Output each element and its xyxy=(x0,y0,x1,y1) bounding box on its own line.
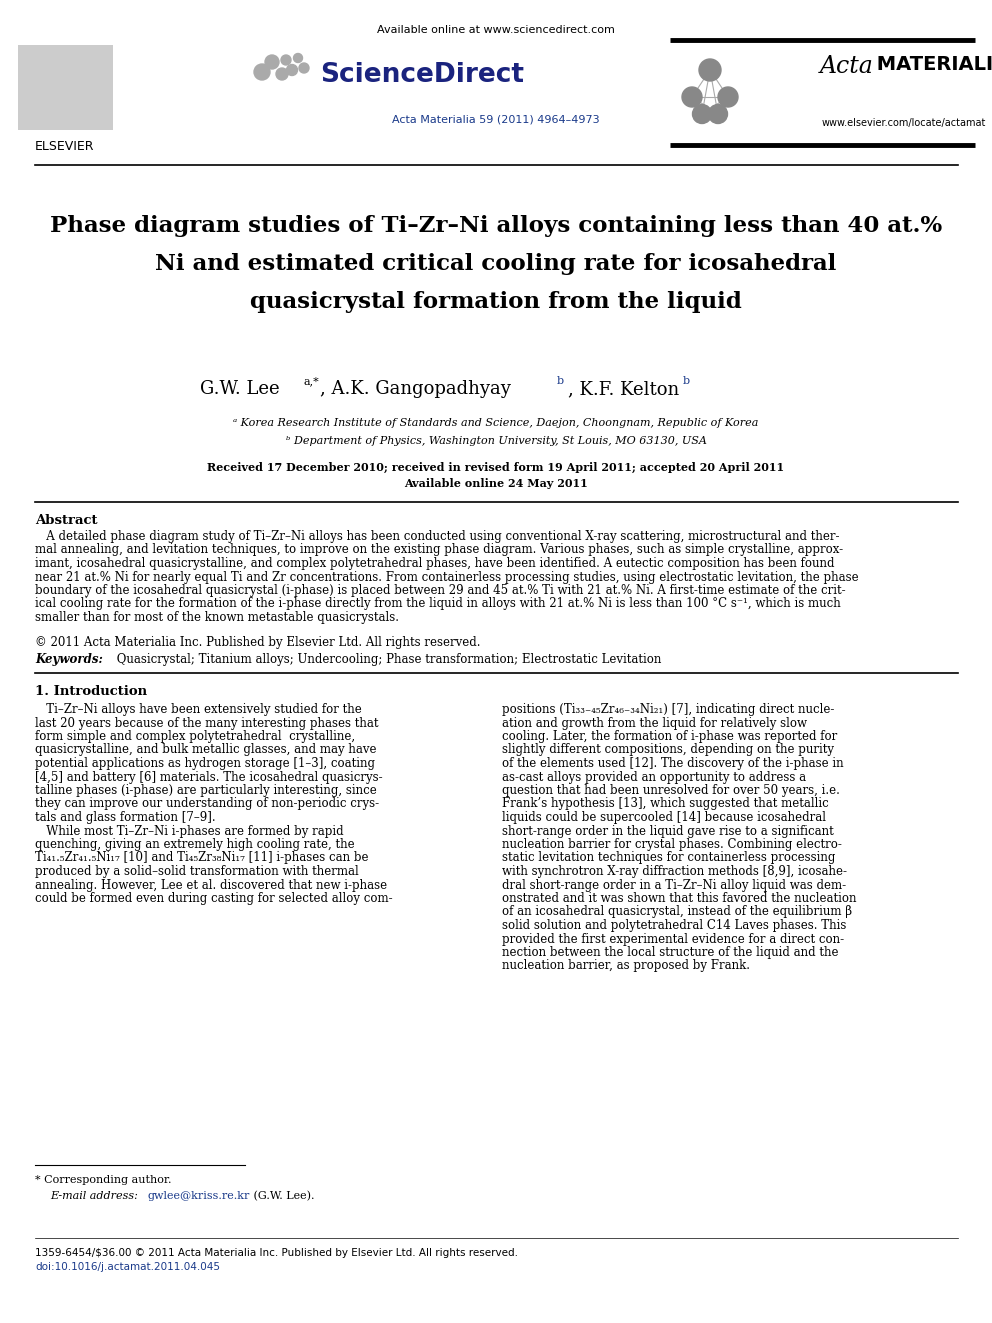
Text: a,*: a,* xyxy=(303,376,318,386)
Text: annealing. However, Lee et al. discovered that new i-phase: annealing. However, Lee et al. discovere… xyxy=(35,878,387,892)
Text: Ni and estimated critical cooling rate for icosahedral: Ni and estimated critical cooling rate f… xyxy=(156,253,836,275)
Text: static levitation techniques for containerless processing: static levitation techniques for contain… xyxy=(502,852,835,864)
Text: of an icosahedral quasicrystal, instead of the equilibrium β: of an icosahedral quasicrystal, instead … xyxy=(502,905,852,918)
Text: nucleation barrier for crystal phases. Combining electro-: nucleation barrier for crystal phases. C… xyxy=(502,837,842,851)
Text: ELSEVIER: ELSEVIER xyxy=(36,140,95,153)
Text: gwlee@kriss.re.kr: gwlee@kriss.re.kr xyxy=(148,1191,250,1201)
Text: near 21 at.% Ni for nearly equal Ti and Zr concentrations. From containerless pr: near 21 at.% Ni for nearly equal Ti and … xyxy=(35,570,859,583)
Text: , K.F. Kelton: , K.F. Kelton xyxy=(568,380,680,398)
Text: liquids could be supercooled [14] because icosahedral: liquids could be supercooled [14] becaus… xyxy=(502,811,826,824)
Text: nucleation barrier, as proposed by Frank.: nucleation barrier, as proposed by Frank… xyxy=(502,959,750,972)
Text: b: b xyxy=(683,376,690,386)
Text: tals and glass formation [7–9].: tals and glass formation [7–9]. xyxy=(35,811,215,824)
Text: last 20 years because of the many interesting phases that: last 20 years because of the many intere… xyxy=(35,717,379,729)
Text: positions (Ti₃₃₋₄₅Zr₄₆₋₃₄Ni₂₁) [7], indicating direct nucle-: positions (Ti₃₃₋₄₅Zr₄₆₋₃₄Ni₂₁) [7], indi… xyxy=(502,703,834,716)
Circle shape xyxy=(708,105,727,123)
Text: 1359-6454/$36.00 © 2011 Acta Materialia Inc. Published by Elsevier Ltd. All righ: 1359-6454/$36.00 © 2011 Acta Materialia … xyxy=(35,1248,518,1258)
Circle shape xyxy=(254,64,270,79)
Circle shape xyxy=(682,87,702,107)
Text: Acta Materialia 59 (2011) 4964–4973: Acta Materialia 59 (2011) 4964–4973 xyxy=(392,115,600,124)
Text: mal annealing, and levitation techniques, to improve on the existing phase diagr: mal annealing, and levitation techniques… xyxy=(35,544,843,557)
Text: cooling. Later, the formation of i-phase was reported for: cooling. Later, the formation of i-phase… xyxy=(502,730,837,744)
Text: doi:10.1016/j.actamat.2011.04.045: doi:10.1016/j.actamat.2011.04.045 xyxy=(35,1262,220,1271)
Text: Acta: Acta xyxy=(820,56,874,78)
Text: Ti₄₁.₅Zr₄₁.₅Ni₁₇ [10] and Ti₄₅Zr₃₈Ni₁₇ [11] i-phases can be: Ti₄₁.₅Zr₄₁.₅Ni₁₇ [10] and Ti₄₅Zr₃₈Ni₁₇ [… xyxy=(35,852,368,864)
Text: talline phases (i-phase) are particularly interesting, since: talline phases (i-phase) are particularl… xyxy=(35,785,377,796)
Text: Available online at www.sciencedirect.com: Available online at www.sciencedirect.co… xyxy=(377,25,615,34)
Circle shape xyxy=(294,53,303,62)
Circle shape xyxy=(287,65,298,75)
Text: question that had been unresolved for over 50 years, i.e.: question that had been unresolved for ov… xyxy=(502,785,840,796)
Circle shape xyxy=(718,87,738,107)
Text: ᵃ Korea Research Institute of Standards and Science, Daejon, Choongnam, Republic: ᵃ Korea Research Institute of Standards … xyxy=(233,418,759,429)
Text: nection between the local structure of the liquid and the: nection between the local structure of t… xyxy=(502,946,838,959)
Text: [4,5] and battery [6] materials. The icosahedral quasicrys-: [4,5] and battery [6] materials. The ico… xyxy=(35,770,383,783)
Text: , A.K. Gangopadhyay: , A.K. Gangopadhyay xyxy=(320,380,511,398)
Text: Abstract: Abstract xyxy=(35,515,97,527)
Text: quasicrystalline, and bulk metallic glasses, and may have: quasicrystalline, and bulk metallic glas… xyxy=(35,744,377,757)
Text: Available online 24 May 2011: Available online 24 May 2011 xyxy=(404,478,588,490)
Text: Phase diagram studies of Ti–Zr–Ni alloys containing less than 40 at.%: Phase diagram studies of Ti–Zr–Ni alloys… xyxy=(50,216,942,237)
Circle shape xyxy=(281,56,291,65)
Text: E-mail address:: E-mail address: xyxy=(50,1191,142,1201)
Circle shape xyxy=(699,60,721,81)
Text: solid solution and polytetrahedral C14 Laves phases. This: solid solution and polytetrahedral C14 L… xyxy=(502,919,846,931)
Text: form simple and complex polytetrahedral  crystalline,: form simple and complex polytetrahedral … xyxy=(35,730,355,744)
Text: * Corresponding author.: * Corresponding author. xyxy=(35,1175,172,1185)
Circle shape xyxy=(276,67,288,79)
Text: ical cooling rate for the formation of the i-phase directly from the liquid in a: ical cooling rate for the formation of t… xyxy=(35,598,841,610)
Text: potential applications as hydrogen storage [1–3], coating: potential applications as hydrogen stora… xyxy=(35,757,375,770)
Text: slightly different compositions, depending on the purity: slightly different compositions, dependi… xyxy=(502,744,834,757)
Text: could be formed even during casting for selected alloy com-: could be formed even during casting for … xyxy=(35,892,393,905)
Text: A detailed phase diagram study of Ti–Zr–Ni alloys has been conducted using conve: A detailed phase diagram study of Ti–Zr–… xyxy=(35,531,839,542)
Text: www.elsevier.com/locate/actamat: www.elsevier.com/locate/actamat xyxy=(822,118,986,128)
Text: b: b xyxy=(557,376,564,386)
Circle shape xyxy=(692,105,711,123)
Text: G.W. Lee: G.W. Lee xyxy=(200,380,280,398)
Text: Received 17 December 2010; received in revised form 19 April 2011; accepted 20 A: Received 17 December 2010; received in r… xyxy=(207,462,785,474)
Text: of the elements used [12]. The discovery of the i-phase in: of the elements used [12]. The discovery… xyxy=(502,757,843,770)
Text: they can improve our understanding of non-periodic crys-: they can improve our understanding of no… xyxy=(35,798,379,811)
Text: as-cast alloys provided an opportunity to address a: as-cast alloys provided an opportunity t… xyxy=(502,770,806,783)
Text: short-range order in the liquid gave rise to a significant: short-range order in the liquid gave ris… xyxy=(502,824,833,837)
Text: ᵇ Department of Physics, Washington University, St Louis, MO 63130, USA: ᵇ Department of Physics, Washington Univ… xyxy=(286,437,706,446)
Text: ation and growth from the liquid for relatively slow: ation and growth from the liquid for rel… xyxy=(502,717,807,729)
FancyBboxPatch shape xyxy=(18,45,113,130)
Text: ScienceDirect: ScienceDirect xyxy=(320,62,524,89)
Text: Quasicrystal; Titanium alloys; Undercooling; Phase transformation; Electrostatic: Quasicrystal; Titanium alloys; Undercool… xyxy=(113,654,662,665)
Text: boundary of the icosahedral quasicrystal (i-phase) is placed between 29 and 45 a: boundary of the icosahedral quasicrystal… xyxy=(35,583,845,597)
Text: MATERIALIA: MATERIALIA xyxy=(870,56,992,74)
Text: smaller than for most of the known metastable quasicrystals.: smaller than for most of the known metas… xyxy=(35,611,399,624)
Text: quenching, giving an extremely high cooling rate, the: quenching, giving an extremely high cool… xyxy=(35,837,354,851)
Circle shape xyxy=(299,64,309,73)
Text: produced by a solid–solid transformation with thermal: produced by a solid–solid transformation… xyxy=(35,865,359,878)
Text: While most Ti–Zr–Ni i-phases are formed by rapid: While most Ti–Zr–Ni i-phases are formed … xyxy=(35,824,343,837)
Text: imant, icosahedral quasicrystalline, and complex polytetrahedral phases, have be: imant, icosahedral quasicrystalline, and… xyxy=(35,557,834,570)
Text: quasicrystal formation from the liquid: quasicrystal formation from the liquid xyxy=(250,291,742,314)
Text: Frank’s hypothesis [13], which suggested that metallic: Frank’s hypothesis [13], which suggested… xyxy=(502,798,828,811)
Text: Ti–Zr–Ni alloys have been extensively studied for the: Ti–Zr–Ni alloys have been extensively st… xyxy=(35,703,362,716)
Text: provided the first experimental evidence for a direct con-: provided the first experimental evidence… xyxy=(502,933,844,946)
Text: Keywords:: Keywords: xyxy=(35,654,107,665)
Text: © 2011 Acta Materialia Inc. Published by Elsevier Ltd. All rights reserved.: © 2011 Acta Materialia Inc. Published by… xyxy=(35,636,480,650)
Text: (G.W. Lee).: (G.W. Lee). xyxy=(250,1191,314,1201)
Text: dral short-range order in a Ti–Zr–Ni alloy liquid was dem-: dral short-range order in a Ti–Zr–Ni all… xyxy=(502,878,846,892)
Text: 1. Introduction: 1. Introduction xyxy=(35,685,147,699)
Text: with synchrotron X-ray diffraction methods [8,9], icosahe-: with synchrotron X-ray diffraction metho… xyxy=(502,865,847,878)
Circle shape xyxy=(265,56,279,69)
Text: onstrated and it was shown that this favored the nucleation: onstrated and it was shown that this fav… xyxy=(502,892,856,905)
